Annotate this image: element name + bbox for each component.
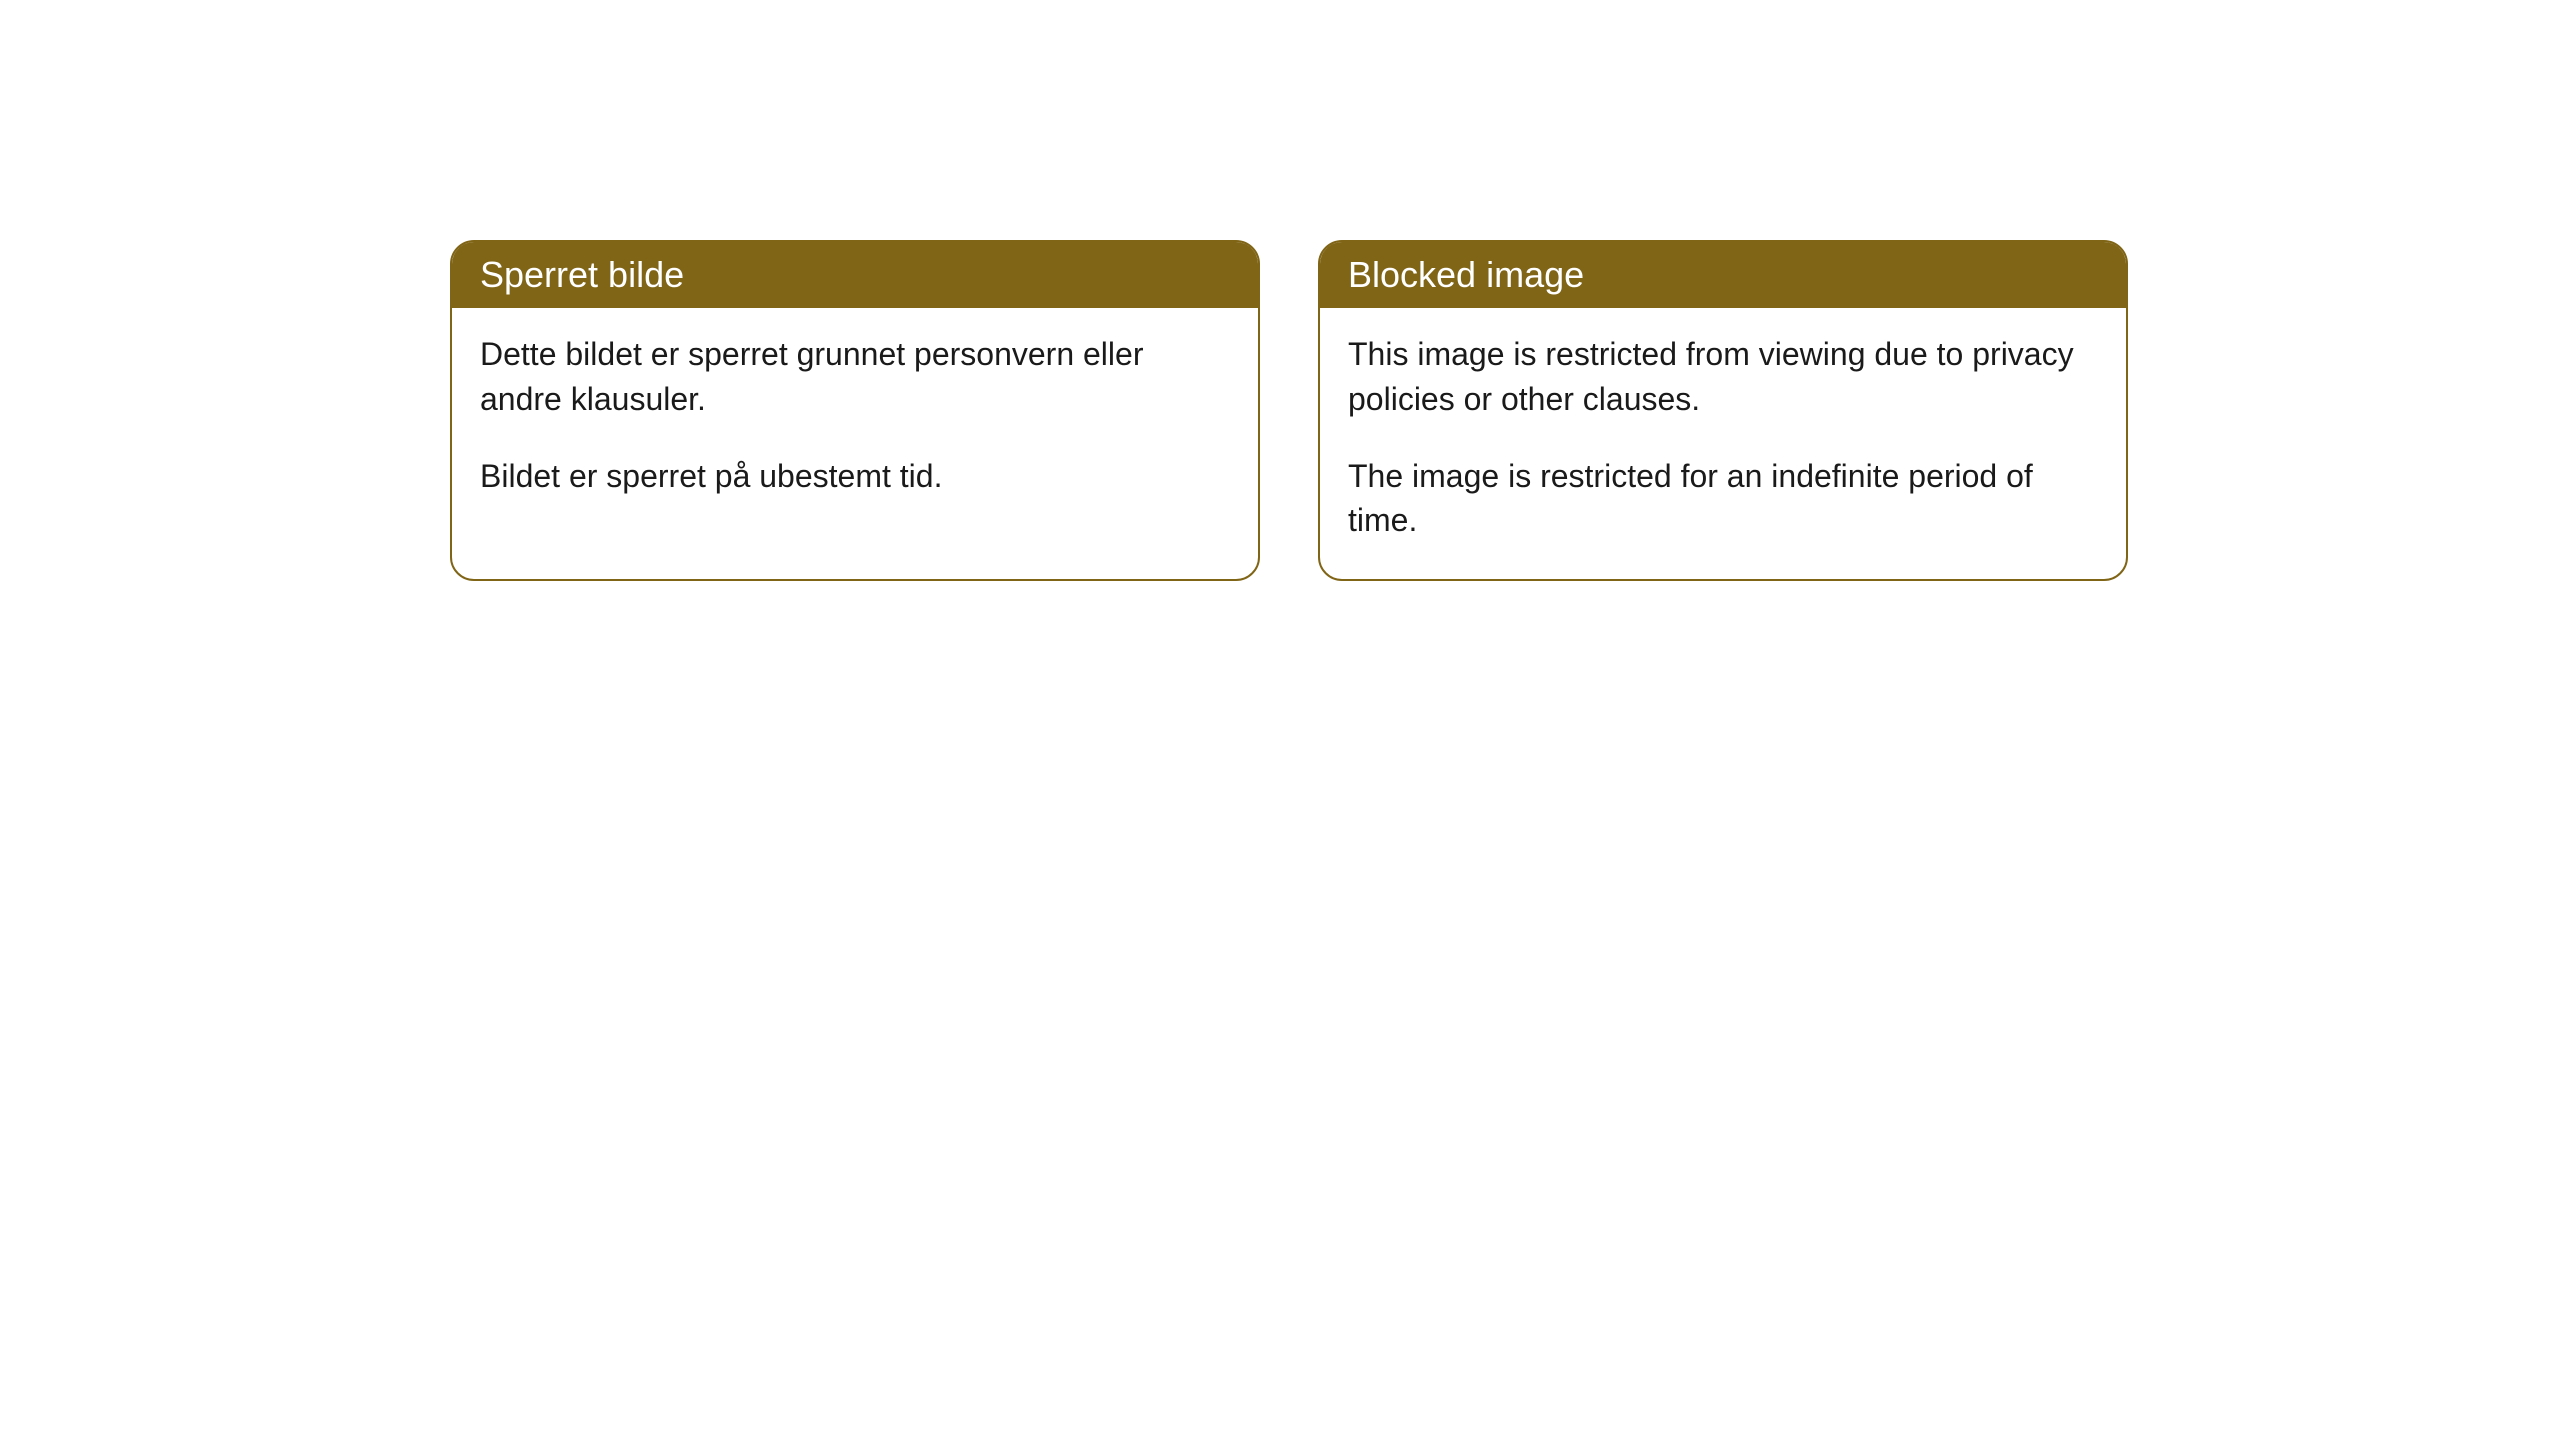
card-header: Blocked image bbox=[1320, 242, 2126, 308]
card-paragraph-1: This image is restricted from viewing du… bbox=[1348, 332, 2098, 422]
card-title: Sperret bilde bbox=[480, 254, 684, 295]
blocked-image-card-norwegian: Sperret bilde Dette bildet er sperret gr… bbox=[450, 240, 1260, 581]
card-body: This image is restricted from viewing du… bbox=[1320, 308, 2126, 579]
card-paragraph-2: Bildet er sperret på ubestemt tid. bbox=[480, 454, 1230, 499]
card-title: Blocked image bbox=[1348, 254, 1584, 295]
blocked-image-card-english: Blocked image This image is restricted f… bbox=[1318, 240, 2128, 581]
card-header: Sperret bilde bbox=[452, 242, 1258, 308]
cards-container: Sperret bilde Dette bildet er sperret gr… bbox=[450, 240, 2128, 581]
card-body: Dette bildet er sperret grunnet personve… bbox=[452, 308, 1258, 534]
card-paragraph-2: The image is restricted for an indefinit… bbox=[1348, 454, 2098, 544]
card-paragraph-1: Dette bildet er sperret grunnet personve… bbox=[480, 332, 1230, 422]
